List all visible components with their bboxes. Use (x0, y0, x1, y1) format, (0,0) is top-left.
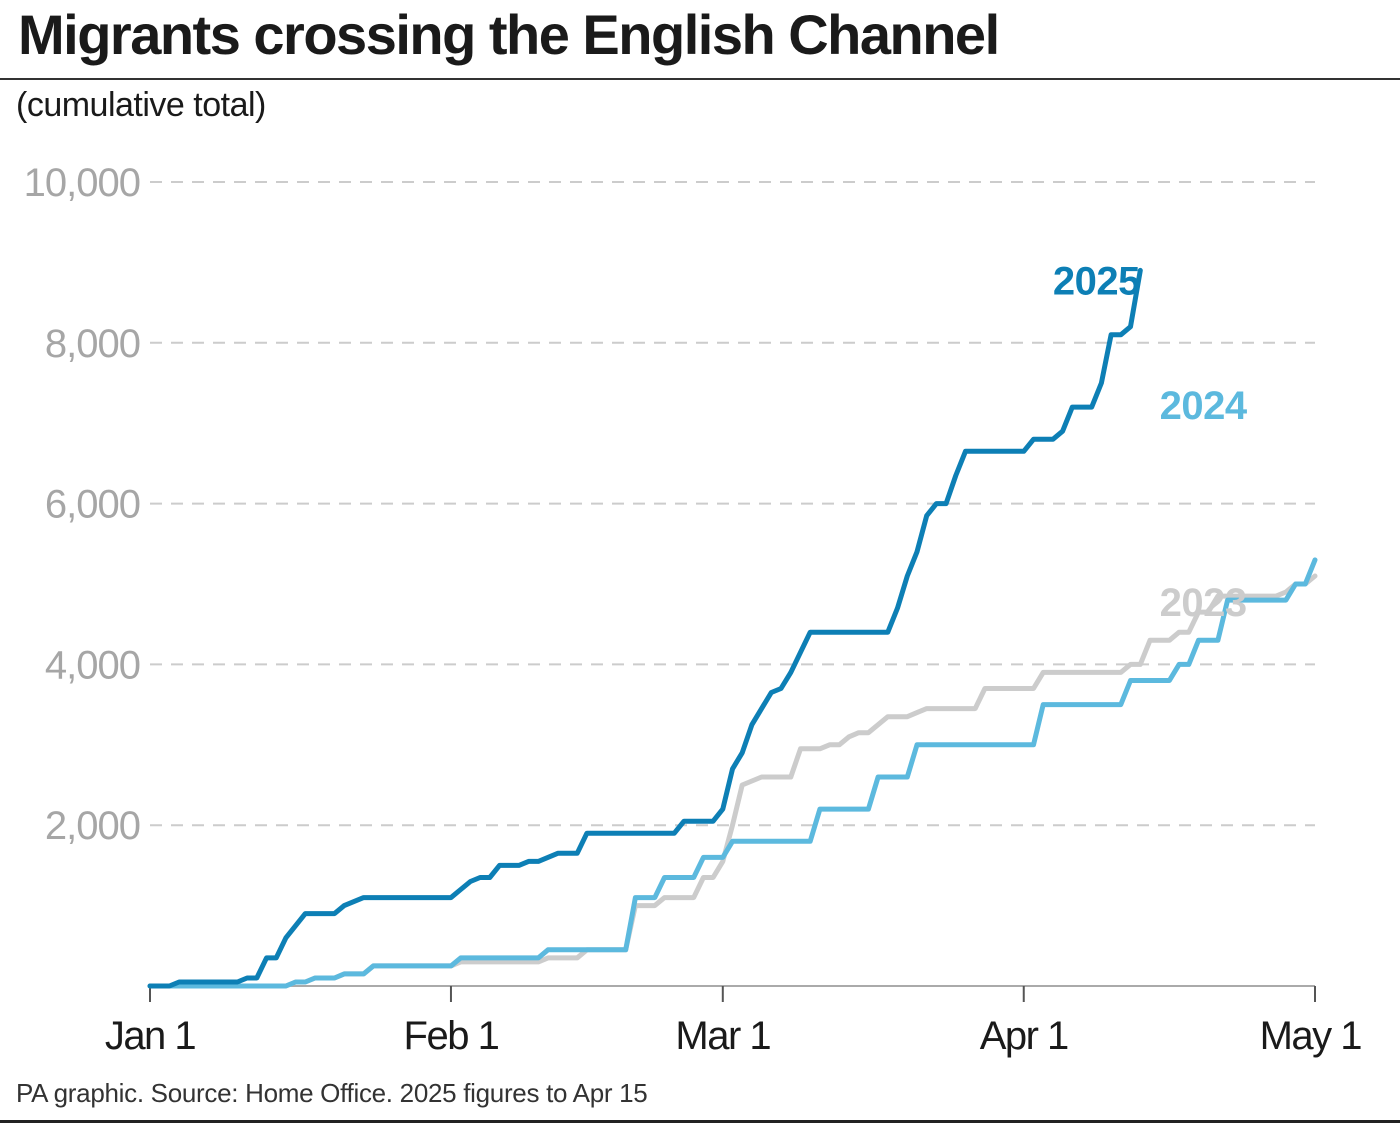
gridlines (150, 181, 1315, 827)
series-line-2023 (147, 573, 1318, 989)
y-axis-ticks: 2,000 4,000 6,000 8,000 10,000 (24, 161, 141, 848)
series-label-2023: 2023 (1160, 581, 1247, 625)
x-tick-label: Apr 1 (980, 1014, 1068, 1058)
chart-subtitle: (cumulative total) (16, 86, 266, 124)
series-label-2025: 2025 (1053, 260, 1140, 304)
series-line-2024 (147, 557, 1318, 989)
series-lines (147, 267, 1318, 989)
x-axis: Jan 1 Feb 1 Mar 1 Apr 1 May 1 (105, 985, 1363, 1058)
x-tick-label: May 1 (1260, 1014, 1362, 1058)
x-tick-label: Mar 1 (675, 1014, 770, 1058)
footer-rule (0, 1120, 1400, 1123)
source-note: PA graphic. Source: Home Office. 2025 fi… (16, 1078, 648, 1108)
x-tick-label: Feb 1 (404, 1014, 499, 1058)
series-labels: 2023 2024 2025 (1053, 260, 1249, 626)
series-line-2025 (147, 267, 1143, 989)
series-label-2024: 2024 (1160, 384, 1248, 428)
title-rule (0, 78, 1400, 80)
y-tick-label: 4,000 (45, 643, 140, 687)
y-tick-label: 10,000 (24, 161, 140, 205)
y-tick-label: 8,000 (45, 322, 140, 366)
y-tick-label: 6,000 (45, 483, 140, 527)
chart-title: Migrants crossing the English Channel (18, 3, 1000, 66)
y-tick-label: 2,000 (45, 804, 140, 848)
x-tick-label: Jan 1 (105, 1014, 196, 1058)
